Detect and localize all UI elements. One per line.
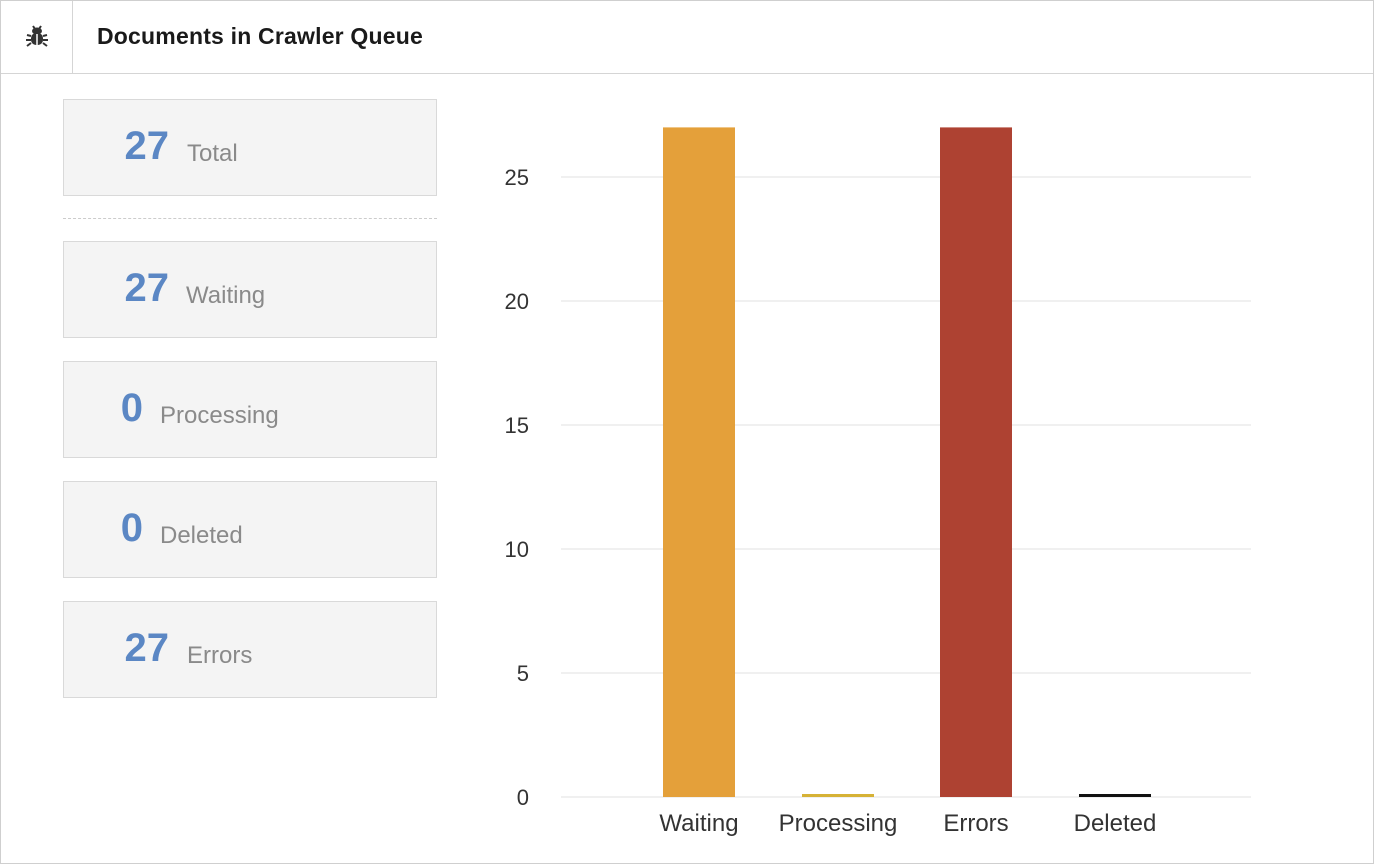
y-tick-label: 0 — [517, 785, 529, 810]
bar-processing[interactable] — [802, 794, 874, 797]
y-tick-label: 5 — [517, 661, 529, 686]
stat-deleted-label: Deleted — [160, 522, 243, 549]
x-category-label: Errors — [943, 810, 1008, 837]
y-tick-label: 10 — [505, 537, 529, 562]
stat-processing: 0 Processing — [63, 361, 437, 458]
stat-errors: 27 Errors — [63, 601, 437, 698]
y-tick-label: 25 — [505, 165, 529, 190]
y-tick-label: 15 — [505, 413, 529, 438]
panel-header: Documents in Crawler Queue — [1, 1, 1373, 74]
stat-total-value: 27 — [124, 124, 170, 168]
bug-icon — [24, 22, 50, 53]
header-icon-cell — [1, 1, 73, 73]
x-category-label: Waiting — [659, 810, 738, 837]
bar-waiting[interactable] — [663, 127, 735, 797]
bar-chart: 0 5 10 15 20 25 Waiting Processing Errors Deleted — [505, 127, 1251, 837]
stat-errors-value: 27 — [124, 626, 170, 670]
stat-deleted: 0 Deleted — [63, 481, 437, 578]
stat-waiting: 27 Waiting — [63, 241, 437, 338]
stat-total-label: Total — [187, 140, 238, 167]
bar-deleted[interactable] — [1079, 794, 1151, 797]
bar-errors[interactable] — [940, 127, 1012, 797]
stat-deleted-value: 0 — [120, 506, 143, 550]
x-category-label: Deleted — [1074, 810, 1157, 837]
stat-processing-label: Processing — [160, 402, 279, 429]
panel-title: Documents in Crawler Queue — [97, 23, 423, 49]
stat-waiting-value: 27 — [124, 266, 170, 310]
stat-divider — [63, 218, 437, 219]
x-category-label: Processing — [779, 810, 898, 837]
stat-processing-value: 0 — [120, 386, 143, 430]
stat-errors-label: Errors — [187, 642, 253, 669]
stat-waiting-label: Waiting — [186, 282, 266, 309]
stat-total: 27 Total — [63, 99, 437, 196]
y-tick-label: 20 — [505, 289, 529, 314]
